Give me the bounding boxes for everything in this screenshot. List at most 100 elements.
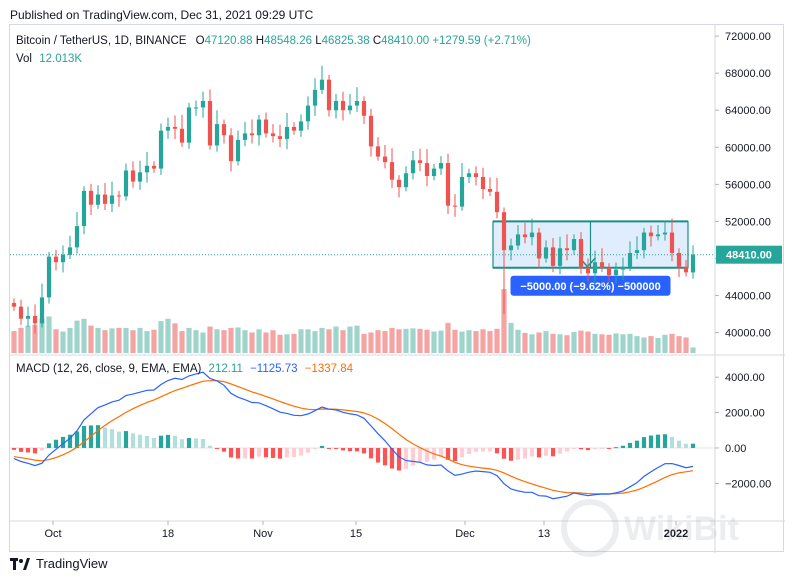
volume-bar <box>25 325 31 353</box>
volume-bar <box>382 331 388 353</box>
low-value: 46825.38 <box>321 35 370 47</box>
candle-body <box>102 194 108 204</box>
volume-bar <box>508 322 514 353</box>
volume-bar <box>627 333 633 353</box>
macd-tick-label: 4000.00 <box>725 372 765 384</box>
macd-tick-label: 2000.00 <box>725 408 765 420</box>
axes <box>10 25 785 553</box>
macd-histogram-bar <box>522 447 528 459</box>
candle-body <box>459 176 465 207</box>
volume-bar <box>564 335 570 353</box>
candle-body <box>81 190 87 227</box>
candle-body <box>662 232 668 235</box>
macd-histogram-bar <box>585 447 591 451</box>
candle-body <box>228 135 234 162</box>
macd-histogram-bar <box>599 447 605 449</box>
volume-bar <box>522 332 528 353</box>
volume-bar <box>165 318 171 353</box>
time-tick-label: 13 <box>538 528 550 540</box>
candle-body <box>270 133 276 137</box>
low-label: L <box>315 35 322 47</box>
volume-bar <box>515 329 521 353</box>
macd-histogram-bar <box>564 447 570 452</box>
macd-pane <box>10 371 715 500</box>
volume-bar <box>74 320 80 353</box>
macd-histogram-bar <box>662 434 668 448</box>
macd-histogram-bar <box>172 435 178 448</box>
candle-body <box>326 79 332 111</box>
macd-hist-value: 212.11 <box>208 363 243 375</box>
candle-body <box>522 234 528 238</box>
candle-body <box>389 162 395 180</box>
macd-legend: MACD (12, 26, close, 9, EMA, EMA) 212.11… <box>16 363 353 375</box>
macd-tick-label: 0.00 <box>725 443 746 455</box>
volume-bar <box>207 326 213 353</box>
volume-bar <box>193 330 199 353</box>
macd-histogram-bar <box>424 447 430 462</box>
macd-histogram-bar <box>277 447 283 459</box>
volume-bar <box>39 318 45 353</box>
volume-value: 12.013K <box>39 53 83 65</box>
volume-label: Vol <box>16 53 32 65</box>
volume-bar <box>249 332 255 353</box>
volume-bar <box>95 327 101 353</box>
macd-histogram-bar <box>501 447 507 459</box>
macd-histogram-bar <box>74 431 80 448</box>
volume-bar <box>151 329 157 353</box>
macd-histogram-bar <box>368 447 374 459</box>
macd-histogram-bar <box>627 442 633 448</box>
macd-histogram-bar <box>354 447 360 452</box>
macd-histogram-bar <box>214 447 220 449</box>
candle-body <box>123 170 129 197</box>
candle-body <box>515 234 521 246</box>
chart-canvas[interactable]: −5000.00 (−9.62%) −500000 72000.00 68000.… <box>10 25 785 553</box>
macd-histogram-bar <box>137 434 143 448</box>
price-tick-label: 52000.00 <box>725 216 771 228</box>
volume-bar <box>361 333 367 353</box>
macd-histogram-bar <box>256 447 262 457</box>
candle-body <box>333 100 339 111</box>
candle-body <box>354 100 360 106</box>
macd-histogram-bar <box>102 427 108 448</box>
macd-histogram-bar <box>473 447 479 452</box>
volume-bar <box>235 327 241 353</box>
macd-histogram-bar <box>242 447 248 459</box>
candle-body <box>410 160 416 174</box>
macd-histogram-bar <box>60 436 66 448</box>
volume-bar <box>60 331 66 353</box>
macd-histogram-bar <box>452 447 458 462</box>
candle-body <box>256 119 262 136</box>
change-value: +1279.59 (+2.71%) <box>432 35 531 47</box>
watermark-text: WikiBit <box>624 510 739 548</box>
time-tick-label: 2022 <box>664 528 688 540</box>
close-label: C <box>372 35 382 47</box>
signal-line <box>13 380 694 495</box>
macd-histogram-bar <box>235 447 241 459</box>
macd-histogram-bar <box>144 435 150 448</box>
candle-body <box>396 179 402 188</box>
volume-bar <box>536 332 542 353</box>
macd-histogram-bar <box>67 434 73 448</box>
time-tick-label: Dec <box>455 528 475 540</box>
macd-histogram-bar <box>11 447 17 450</box>
candle-body <box>620 266 626 270</box>
volume-bar <box>11 331 17 353</box>
volume-bar <box>221 330 227 353</box>
macd-histogram-bar <box>179 439 185 448</box>
macd-histogram-bar <box>298 447 304 456</box>
candle-body <box>214 124 220 146</box>
candle-body <box>536 232 542 259</box>
candle-body <box>368 115 374 147</box>
macd-value: −1125.73 <box>250 363 298 375</box>
macd-histogram-bar <box>613 447 619 449</box>
volume-bar <box>214 329 220 353</box>
volume-bar <box>606 334 612 353</box>
volume-bar <box>263 332 269 353</box>
volume-bar <box>305 329 311 353</box>
volume-bar <box>494 328 500 353</box>
macd-histogram-bar <box>382 447 388 466</box>
candle-body <box>179 128 185 143</box>
candle-body <box>585 267 591 274</box>
volume-bar <box>571 332 577 353</box>
macd-histogram-bar <box>228 447 234 458</box>
